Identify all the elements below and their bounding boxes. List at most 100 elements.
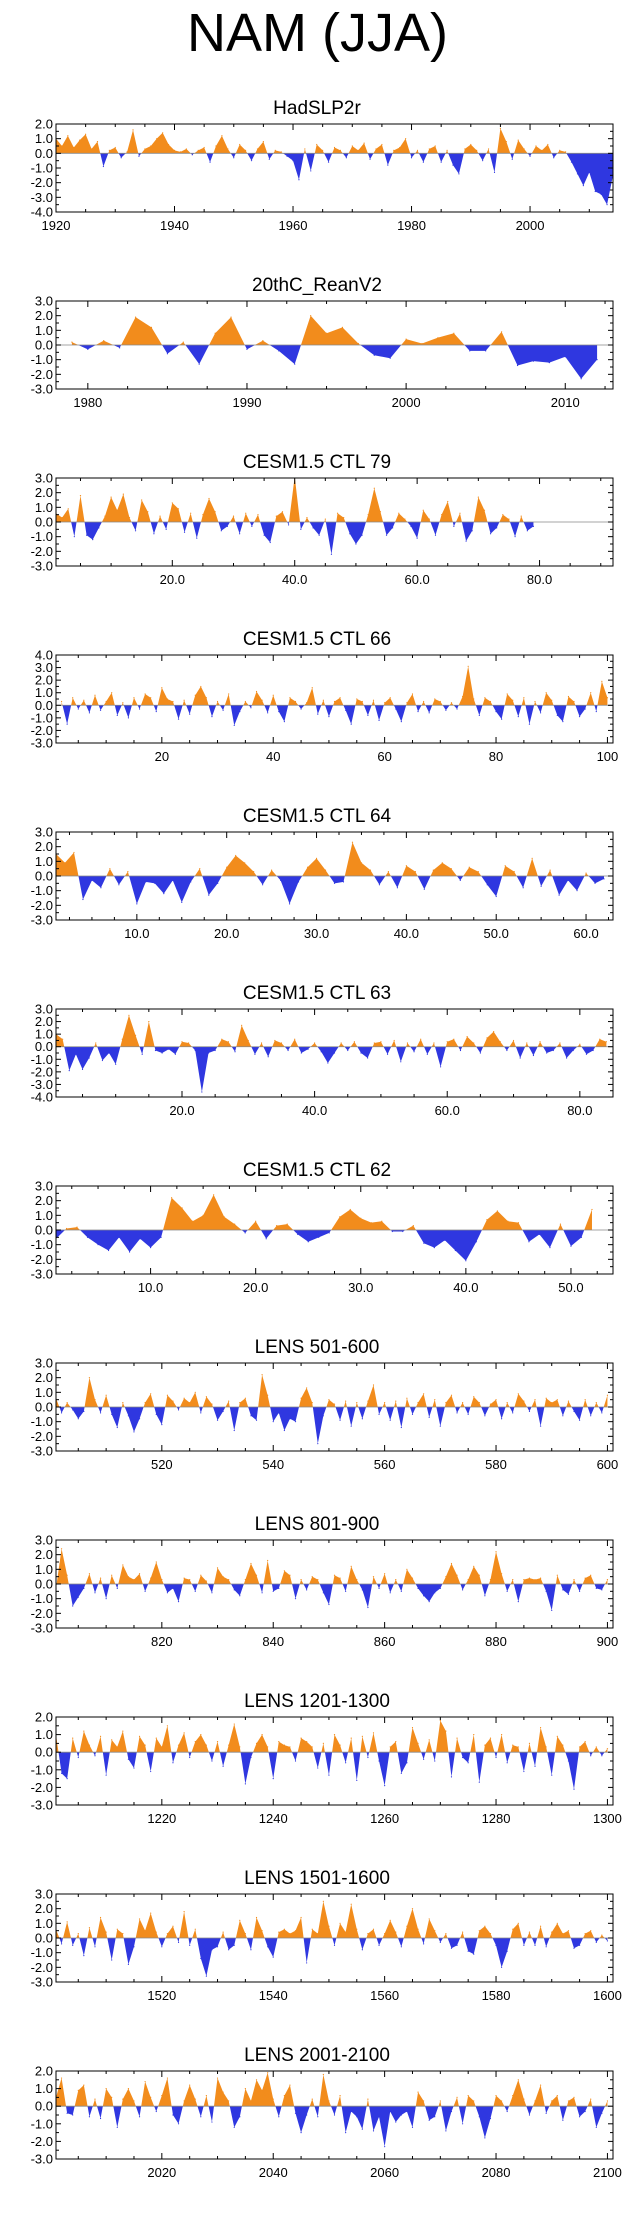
positive-area bbox=[56, 1548, 608, 1584]
data-point bbox=[79, 139, 81, 141]
data-point bbox=[83, 1410, 85, 1412]
data-point bbox=[416, 149, 419, 151]
data-point bbox=[453, 332, 455, 334]
data-point bbox=[73, 536, 75, 538]
data-point bbox=[105, 1394, 107, 1396]
data-point bbox=[528, 1577, 531, 1579]
data-point bbox=[214, 332, 216, 334]
data-point bbox=[105, 2088, 107, 2090]
y-tick-label: -3.0 bbox=[31, 190, 53, 205]
data-point bbox=[255, 690, 258, 693]
y-tick-label: 0.0 bbox=[35, 1931, 53, 1946]
y-tick-label: -4.0 bbox=[31, 1090, 53, 1105]
data-point bbox=[584, 1933, 586, 1935]
data-point bbox=[473, 2100, 475, 2102]
data-point bbox=[485, 350, 487, 352]
data-point bbox=[349, 1208, 351, 1211]
data-point bbox=[183, 2100, 185, 2102]
data-point bbox=[505, 141, 507, 143]
data-point bbox=[529, 155, 531, 157]
negative-area bbox=[56, 1046, 607, 1092]
y-tick-label: -2.0 bbox=[31, 1606, 53, 1621]
data-point bbox=[414, 871, 416, 873]
data-point bbox=[495, 1551, 497, 1553]
data-point bbox=[433, 1247, 435, 1249]
data-point bbox=[372, 699, 375, 701]
data-point bbox=[539, 1041, 541, 1043]
data-point bbox=[122, 493, 124, 495]
data-point bbox=[311, 1576, 313, 1578]
data-point bbox=[232, 515, 235, 517]
data-point bbox=[144, 1930, 146, 1932]
data-point bbox=[227, 1041, 229, 1043]
data-point bbox=[356, 1779, 358, 1781]
data-point bbox=[278, 350, 280, 352]
negative-area bbox=[71, 345, 598, 379]
y-tick-label: 1.0 bbox=[35, 854, 53, 869]
data-point bbox=[470, 143, 472, 146]
data-point bbox=[393, 1039, 395, 1042]
data-point bbox=[445, 1933, 447, 1935]
data-point bbox=[603, 878, 605, 880]
data-point bbox=[523, 1770, 525, 1773]
data-point bbox=[283, 1429, 285, 1432]
data-point bbox=[440, 161, 442, 163]
data-point bbox=[233, 157, 235, 159]
data-point bbox=[311, 687, 313, 689]
y-tick-label: 2.0 bbox=[35, 1547, 53, 1562]
data-point bbox=[576, 890, 578, 892]
data-point bbox=[245, 149, 247, 151]
data-point bbox=[244, 1397, 246, 1399]
data-point bbox=[177, 1601, 180, 1603]
data-point bbox=[61, 517, 63, 519]
data-point bbox=[573, 1788, 575, 1790]
plot-frame bbox=[55, 123, 614, 213]
data-point bbox=[339, 1922, 341, 1924]
data-point bbox=[312, 527, 314, 529]
y-tick-label: -1.0 bbox=[31, 1414, 53, 1429]
data-point bbox=[333, 1944, 336, 1946]
data-point bbox=[155, 1413, 157, 1415]
data-point bbox=[255, 1916, 258, 1919]
data-point bbox=[389, 697, 391, 699]
data-point bbox=[479, 1052, 481, 1054]
data-point bbox=[439, 700, 441, 703]
data-point bbox=[484, 1595, 486, 1597]
x-tick-label: 2060 bbox=[370, 2165, 399, 2180]
x-tick-label: 40.0 bbox=[394, 926, 419, 941]
data-point bbox=[200, 685, 202, 688]
panel-1: HadSLP2r 2.0 1.0 0.0 -1.0 -2.0 -3.0 -4.0 1920 194… bbox=[0, 100, 635, 272]
data-point bbox=[289, 1746, 291, 1748]
data-point bbox=[280, 879, 282, 881]
data-point bbox=[467, 1762, 469, 1764]
x-tick-label: 1960 bbox=[279, 218, 308, 233]
data-point bbox=[136, 903, 138, 905]
data-point bbox=[467, 665, 469, 667]
data-point bbox=[255, 1742, 258, 1744]
data-point bbox=[361, 700, 363, 703]
data-point bbox=[454, 1249, 456, 1252]
data-point bbox=[595, 2126, 597, 2128]
panel-10: LENS 1201-1300 2.0 1.0 0.0 -1.0 -2.0 -3.0 1220 1… bbox=[0, 1693, 635, 1865]
data-point bbox=[189, 1756, 191, 1759]
data-point bbox=[155, 1931, 157, 1933]
data-point bbox=[478, 1930, 480, 1932]
data-point bbox=[228, 1744, 230, 1746]
data-point bbox=[400, 1772, 402, 1774]
data-point bbox=[588, 171, 590, 173]
data-point bbox=[350, 1565, 352, 1567]
plot-frame bbox=[55, 1716, 614, 1806]
y-tick-label: -1.0 bbox=[31, 1762, 53, 1777]
data-point bbox=[172, 700, 174, 703]
data-point bbox=[345, 1400, 347, 1402]
data-point bbox=[150, 145, 152, 147]
positive-area bbox=[56, 128, 613, 154]
data-point bbox=[567, 1930, 570, 1932]
data-point bbox=[340, 1042, 342, 1044]
data-point bbox=[496, 527, 498, 529]
data-point bbox=[294, 1598, 297, 1600]
x-tick-label: 2000 bbox=[516, 218, 545, 233]
data-point bbox=[532, 1054, 535, 1057]
data-point bbox=[601, 2112, 603, 2114]
data-point bbox=[339, 1577, 341, 1579]
